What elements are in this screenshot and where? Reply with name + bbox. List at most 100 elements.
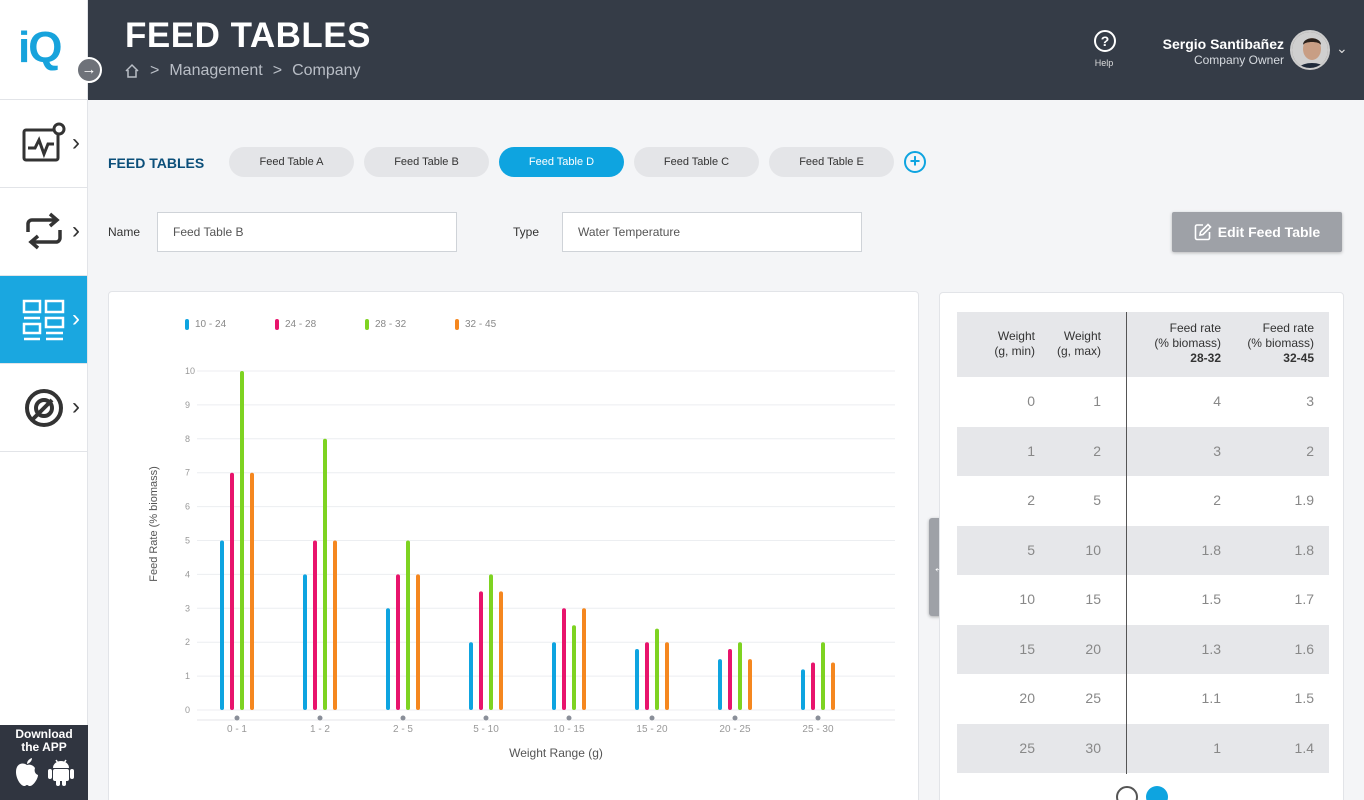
breadcrumb-separator: >: [272, 62, 283, 79]
table-cell: 2: [1027, 492, 1035, 508]
table-cell: 25: [1085, 690, 1101, 706]
table-cell: 1.8: [1201, 541, 1221, 558]
breadcrumb-management[interactable]: Management: [169, 62, 263, 79]
x-tick-label: 5 - 10: [473, 724, 499, 735]
bar[interactable]: [821, 642, 825, 710]
tab-feed-table-d[interactable]: Feed Table D: [499, 147, 624, 177]
y-axis-label: Feed Rate (% biomass): [148, 466, 160, 582]
x-tick-label: 2 - 5: [393, 724, 413, 735]
y-tick-label: 1: [185, 671, 190, 681]
bar[interactable]: [811, 662, 815, 710]
bar[interactable]: [220, 540, 224, 711]
page-title: FEED TABLES: [125, 16, 371, 55]
help-button[interactable]: ? Help: [1094, 30, 1118, 68]
user-info[interactable]: Sergio Santibañez Company Owner: [1163, 36, 1284, 67]
sidebar-item-feed-tables[interactable]: ›: [0, 276, 87, 364]
column-header-feed-rate-28-32: Feed rate (% biomass) 28-32: [1154, 321, 1221, 365]
tab-feed-table-b[interactable]: Feed Table B: [364, 147, 489, 177]
tab-feed-table-e[interactable]: Feed Table E: [769, 147, 894, 177]
bar[interactable]: [489, 574, 493, 710]
bar[interactable]: [386, 608, 390, 710]
logo-area: iQ: [0, 0, 87, 100]
legend-item[interactable]: 28 - 32: [365, 319, 406, 330]
bar[interactable]: [645, 642, 649, 710]
bar[interactable]: [738, 642, 742, 710]
bar[interactable]: [552, 642, 556, 710]
tab-feed-table-c[interactable]: Feed Table C: [634, 147, 759, 177]
bar[interactable]: [665, 642, 669, 710]
bar[interactable]: [718, 659, 722, 710]
bar[interactable]: [416, 574, 420, 710]
pagination-dot[interactable]: [1116, 786, 1138, 800]
breadcrumb-company[interactable]: Company: [292, 62, 361, 79]
bar[interactable]: [572, 625, 576, 710]
table-cell: 5: [1093, 492, 1101, 508]
bar[interactable]: [240, 371, 244, 710]
bar[interactable]: [303, 574, 307, 710]
home-icon[interactable]: [124, 63, 140, 79]
bar[interactable]: [562, 608, 566, 710]
bar[interactable]: [469, 642, 473, 710]
table-cell: 2: [1093, 442, 1101, 459]
bar[interactable]: [655, 628, 659, 710]
table-row: 0 1 4 3: [957, 377, 1329, 427]
tab-feed-table-a[interactable]: Feed Table A: [229, 147, 354, 177]
apple-icon[interactable]: [13, 757, 41, 787]
sidebar-item-cycles[interactable]: ›: [0, 188, 87, 276]
bar[interactable]: [479, 591, 483, 710]
bar[interactable]: [748, 659, 752, 710]
android-icon[interactable]: [47, 757, 75, 787]
table-cell: 1.4: [1294, 739, 1314, 756]
x-tick-dot: [483, 715, 489, 721]
bar[interactable]: [313, 540, 317, 711]
bar[interactable]: [250, 472, 254, 710]
help-icon: ?: [1094, 30, 1116, 52]
bar[interactable]: [728, 648, 732, 710]
bar[interactable]: [831, 662, 835, 710]
legend-swatch: [185, 319, 189, 330]
name-field[interactable]: Feed Table B: [157, 212, 457, 252]
legend-item[interactable]: 32 - 45: [455, 319, 496, 330]
add-feed-table-button[interactable]: +: [904, 151, 926, 173]
user-role: Company Owner: [1193, 53, 1284, 67]
edit-feed-table-button[interactable]: Edit Feed Table: [1172, 212, 1342, 252]
download-app-banner[interactable]: Download the APP: [0, 725, 88, 800]
breadcrumb: > Management > Company: [124, 62, 361, 80]
pagination-dot-active[interactable]: [1146, 786, 1168, 800]
chevron-down-icon[interactable]: ⌄: [1336, 40, 1348, 56]
table-cell: 1.1: [1201, 690, 1221, 706]
table-cell: 1.7: [1294, 591, 1314, 607]
name-label: Name: [108, 225, 141, 239]
breadcrumb-separator: >: [150, 62, 160, 79]
sidebar-item-analytics[interactable]: ›: [0, 100, 87, 188]
app-logo[interactable]: iQ: [18, 23, 62, 72]
legend-item[interactable]: 24 - 28: [275, 319, 316, 330]
avatar[interactable]: [1290, 30, 1330, 70]
type-field[interactable]: Water Temperature: [562, 212, 862, 252]
bar[interactable]: [499, 591, 503, 710]
x-tick-dot: [815, 715, 821, 721]
y-tick-label: 4: [185, 569, 190, 579]
x-axis-label: Weight Range (g): [509, 746, 603, 760]
bar[interactable]: [323, 438, 327, 710]
bar[interactable]: [396, 574, 400, 710]
bar[interactable]: [230, 472, 234, 710]
table-cell: 1: [1093, 393, 1101, 409]
bar[interactable]: [406, 540, 410, 711]
legend-swatch: [455, 319, 459, 330]
sidebar-item-targets[interactable]: ›: [0, 364, 87, 452]
y-tick-label: 0: [185, 705, 190, 715]
table-cell: 15: [1019, 640, 1035, 657]
table-row: 1 2 3 2: [957, 426, 1329, 476]
legend-item[interactable]: 10 - 24: [185, 319, 226, 330]
bar[interactable]: [333, 540, 337, 711]
bar[interactable]: [801, 669, 805, 710]
bar[interactable]: [582, 608, 586, 710]
table-cell: 1.5: [1294, 690, 1314, 706]
analytics-monitor-icon: [22, 122, 66, 162]
expand-sidebar-button[interactable]: →: [76, 57, 102, 83]
y-tick-label: 9: [185, 400, 190, 410]
table-cell: 30: [1085, 739, 1101, 756]
bar[interactable]: [635, 648, 639, 710]
table-row: 15 20 1.3 1.6: [957, 624, 1329, 674]
